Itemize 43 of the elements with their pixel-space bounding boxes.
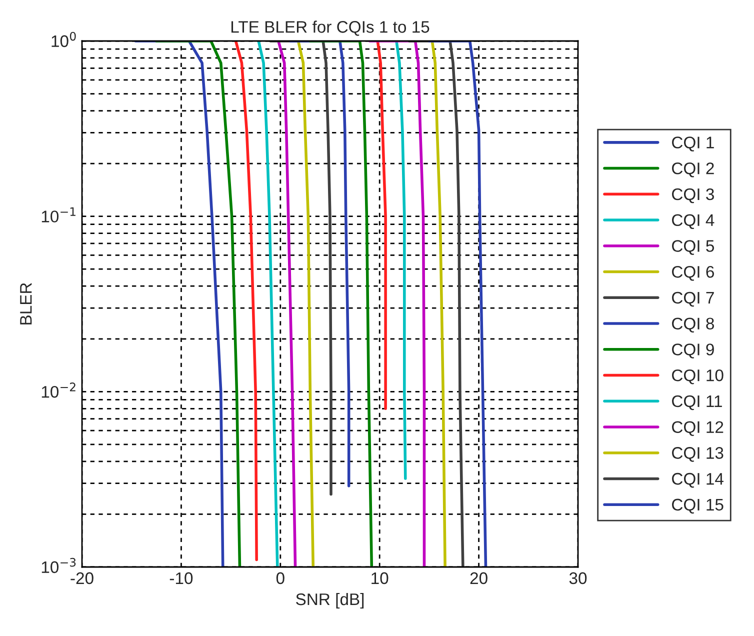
line-series <box>155 41 242 567</box>
legend-label: CQI 3 <box>672 188 714 204</box>
y-tick-label: 10$^{−3}$ <box>42 558 76 574</box>
x-tick-label: 20 <box>470 572 488 584</box>
legend-label: CQI 4 <box>672 214 714 230</box>
line-series <box>430 41 446 567</box>
legend-label: CQI 2 <box>672 162 714 178</box>
legend-label: CQI 11 <box>672 395 722 410</box>
legend-label: CQI 1 <box>672 136 714 152</box>
x-tick-label: -20 <box>70 572 94 584</box>
line-series <box>376 41 387 410</box>
y-tick-label: 10$^{−2}$ <box>42 382 76 398</box>
line-series <box>296 41 315 567</box>
y-tick-label: 10$^{0}$ <box>52 32 76 48</box>
line-series <box>269 41 332 496</box>
x-tick-label: -10 <box>170 572 193 584</box>
legend-label: CQI 6 <box>672 266 714 281</box>
legend-label: CQI 9 <box>672 344 714 358</box>
legend-label: CQI 8 <box>672 318 714 332</box>
x-tick-label: 30 <box>569 572 587 584</box>
legend-label: CQI 14 <box>672 472 724 488</box>
legend-label: CQI 12 <box>672 421 724 436</box>
line-series <box>277 41 297 567</box>
y-axis-title: BLER <box>20 283 32 324</box>
line-series <box>428 41 488 567</box>
line-series <box>134 41 224 567</box>
y-tick-label: 10$^{−1}$ <box>42 207 76 222</box>
line-series <box>308 41 374 567</box>
line-series <box>288 41 350 488</box>
chart-title: LTE BLER for CQIs 1 to 15 <box>231 20 430 36</box>
legend-label: CQI 7 <box>672 292 714 307</box>
line-series <box>257 41 279 567</box>
line-series <box>395 41 407 480</box>
x-axis-title: SNR [dB] <box>296 592 364 608</box>
x-tick-label: 10 <box>372 572 388 584</box>
legend-label: CQI 15 <box>672 498 724 514</box>
line-series <box>234 41 258 562</box>
line-series <box>408 41 464 567</box>
legend-label: CQI 5 <box>672 240 714 255</box>
line-series <box>368 41 426 567</box>
x-tick-label: 0 <box>276 572 284 584</box>
legend-label: CQI 10 <box>672 369 724 384</box>
legend-label: CQI 13 <box>672 447 724 462</box>
